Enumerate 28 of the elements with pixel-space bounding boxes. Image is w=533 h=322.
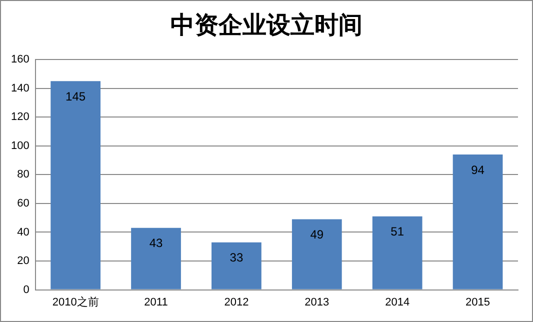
y-tick-label: 0 (23, 284, 30, 296)
y-tick-label: 160 (10, 54, 30, 66)
data-label: 51 (390, 224, 404, 239)
bar (212, 242, 262, 290)
data-label: 49 (310, 228, 324, 242)
data-label: 94 (471, 162, 485, 177)
data-label: 33 (230, 250, 244, 265)
y-tick-label: 80 (17, 168, 30, 181)
chart-title: 中资企业设立时间 (170, 11, 364, 41)
x-tick-label: 2015 (466, 296, 490, 308)
y-tick-label: 60 (17, 198, 30, 210)
bar (372, 216, 422, 290)
y-tick-label: 20 (17, 255, 30, 268)
y-tick-label: 100 (10, 140, 30, 152)
x-tick-label: 2010之前 (52, 295, 99, 308)
bar (50, 81, 101, 290)
x-tick-label: 2011 (144, 296, 168, 308)
x-tick-label: 2012 (224, 296, 249, 308)
y-tick-label: 120 (10, 111, 30, 124)
x-tick-label: 2013 (304, 296, 330, 308)
data-label: 43 (149, 236, 164, 250)
data-label: 145 (66, 89, 86, 104)
x-tick-label: 2014 (385, 296, 410, 308)
bar (292, 219, 342, 290)
bar (131, 228, 181, 290)
y-tick-label: 140 (10, 82, 30, 94)
y-tick-label: 40 (17, 226, 30, 238)
bar (452, 154, 503, 290)
